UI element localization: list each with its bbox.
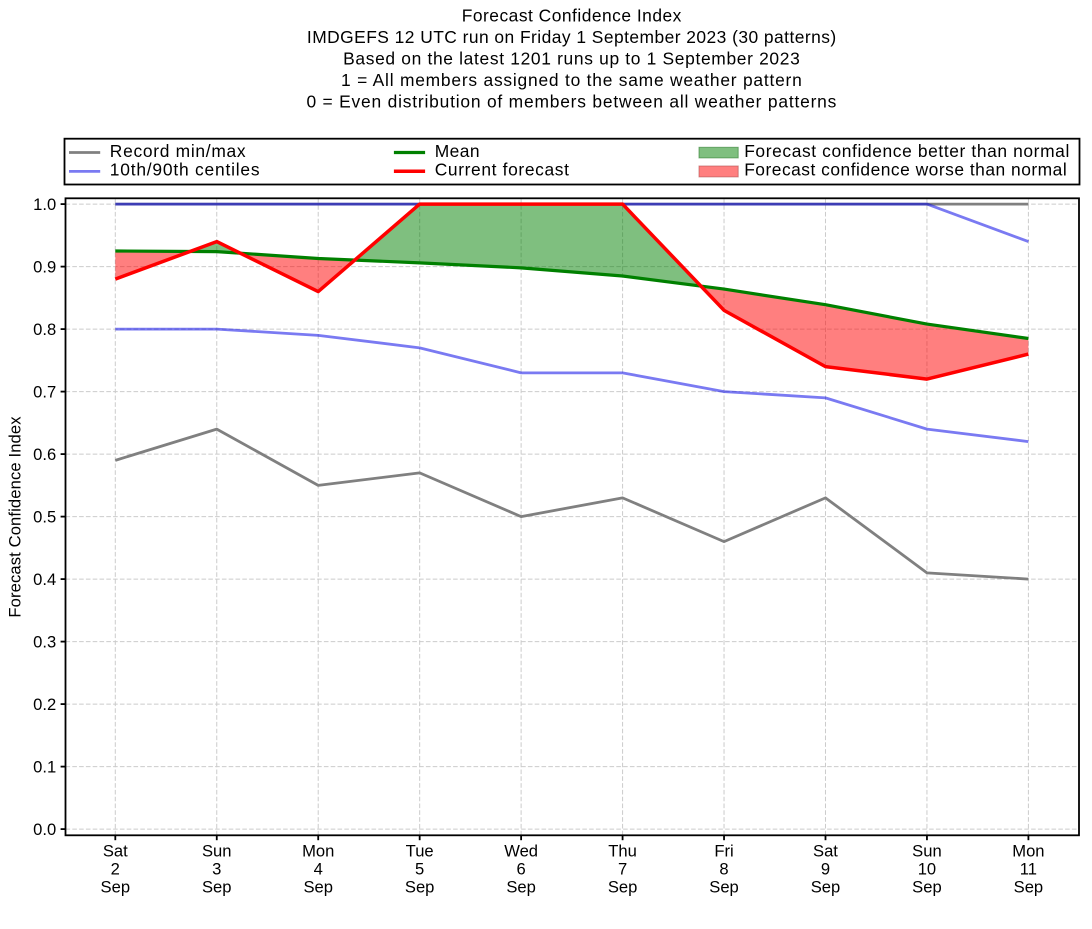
svg-text:2: 2 (111, 860, 120, 879)
svg-text:0.3: 0.3 (33, 633, 56, 652)
svg-text:Based on the latest 1201 runs: Based on the latest 1201 runs up to 1 Se… (343, 49, 800, 69)
svg-text:Wed: Wed (504, 842, 538, 861)
svg-text:Forecast Confidence Index: Forecast Confidence Index (462, 6, 682, 26)
svg-text:5: 5 (415, 860, 424, 879)
svg-text:Mean: Mean (435, 141, 480, 161)
svg-text:0.0: 0.0 (33, 820, 56, 839)
svg-text:Sep: Sep (405, 877, 435, 896)
svg-text:Mon: Mon (1012, 842, 1044, 861)
svg-text:0.9: 0.9 (33, 258, 56, 277)
svg-text:0.5: 0.5 (33, 508, 56, 527)
svg-text:0.7: 0.7 (33, 383, 56, 402)
svg-text:Forecast confidence worse than: Forecast confidence worse than normal (744, 159, 1067, 179)
svg-text:0.8: 0.8 (33, 320, 56, 339)
svg-text:9: 9 (821, 860, 830, 879)
svg-text:Sep: Sep (912, 877, 942, 896)
svg-text:Thu: Thu (608, 842, 637, 861)
svg-text:1 = All members assigned to th: 1 = All members assigned to the same wea… (341, 70, 803, 90)
svg-text:10: 10 (918, 860, 936, 879)
svg-text:Sep: Sep (303, 877, 333, 896)
svg-text:0.2: 0.2 (33, 695, 56, 714)
svg-text:Tue: Tue (406, 842, 434, 861)
svg-text:Mon: Mon (302, 842, 334, 861)
svg-text:Sun: Sun (912, 842, 942, 861)
svg-text:8: 8 (719, 860, 728, 879)
svg-text:Sep: Sep (202, 877, 232, 896)
svg-text:Sep: Sep (506, 877, 536, 896)
svg-text:4: 4 (314, 860, 323, 879)
svg-text:Record min/max: Record min/max (110, 141, 247, 161)
svg-text:Sep: Sep (709, 877, 739, 896)
svg-text:Current forecast: Current forecast (435, 159, 570, 179)
svg-text:Forecast Confidence Index: Forecast Confidence Index (5, 416, 24, 618)
svg-text:0.6: 0.6 (33, 445, 56, 464)
svg-text:1.0: 1.0 (33, 195, 56, 214)
svg-text:7: 7 (618, 860, 627, 879)
svg-text:Sep: Sep (101, 877, 131, 896)
svg-text:Sep: Sep (1014, 877, 1044, 896)
svg-text:0.4: 0.4 (33, 570, 56, 589)
svg-text:Forecast confidence better tha: Forecast confidence better than normal (744, 141, 1070, 161)
svg-text:Sep: Sep (608, 877, 638, 896)
svg-text:Sat: Sat (813, 842, 838, 861)
svg-text:11: 11 (1020, 860, 1037, 879)
svg-text:Sat: Sat (103, 842, 128, 861)
svg-text:0 = Even distribution of membe: 0 = Even distribution of members between… (306, 92, 837, 112)
svg-text:3: 3 (212, 860, 221, 879)
svg-text:0.1: 0.1 (33, 758, 56, 777)
svg-text:IMDGEFS 12 UTC run on Friday 1: IMDGEFS 12 UTC run on Friday 1 September… (307, 27, 837, 47)
svg-text:Sun: Sun (202, 842, 232, 861)
svg-text:Sep: Sep (811, 877, 841, 896)
svg-text:6: 6 (517, 860, 526, 879)
svg-text:10th/90th centiles: 10th/90th centiles (110, 159, 261, 179)
svg-text:Fri: Fri (714, 842, 733, 861)
